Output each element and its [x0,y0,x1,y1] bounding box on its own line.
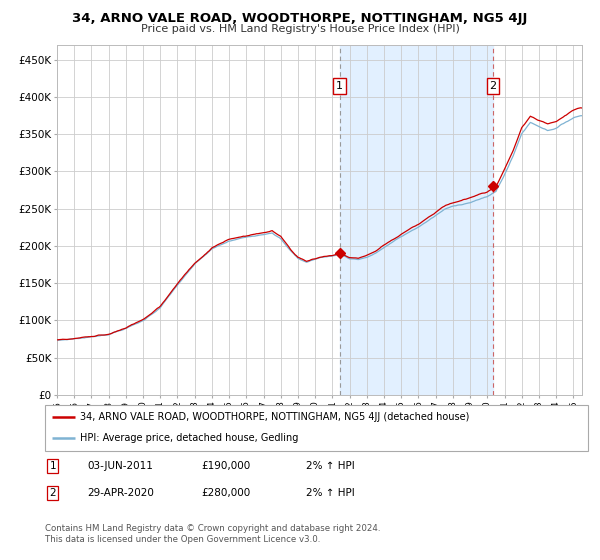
Text: 2% ↑ HPI: 2% ↑ HPI [306,488,355,498]
Text: 2% ↑ HPI: 2% ↑ HPI [306,461,355,471]
FancyBboxPatch shape [45,405,588,451]
Text: 34, ARNO VALE ROAD, WOODTHORPE, NOTTINGHAM, NG5 4JJ: 34, ARNO VALE ROAD, WOODTHORPE, NOTTINGH… [73,12,527,25]
Text: 03-JUN-2011: 03-JUN-2011 [87,461,153,471]
Text: £190,000: £190,000 [201,461,250,471]
Text: HPI: Average price, detached house, Gedling: HPI: Average price, detached house, Gedl… [80,433,299,444]
Text: Price paid vs. HM Land Registry's House Price Index (HPI): Price paid vs. HM Land Registry's House … [140,24,460,34]
Bar [340,45,493,395]
Text: 1: 1 [49,461,56,471]
Text: 2: 2 [490,81,497,91]
Text: 34, ARNO VALE ROAD, WOODTHORPE, NOTTINGHAM, NG5 4JJ (detached house): 34, ARNO VALE ROAD, WOODTHORPE, NOTTINGH… [80,412,470,422]
Text: This data is licensed under the Open Government Licence v3.0.: This data is licensed under the Open Gov… [45,535,320,544]
Text: 29-APR-2020: 29-APR-2020 [87,488,154,498]
Text: 2: 2 [49,488,56,498]
Text: Contains HM Land Registry data © Crown copyright and database right 2024.: Contains HM Land Registry data © Crown c… [45,524,380,533]
Text: 1: 1 [336,81,343,91]
Text: £280,000: £280,000 [201,488,250,498]
